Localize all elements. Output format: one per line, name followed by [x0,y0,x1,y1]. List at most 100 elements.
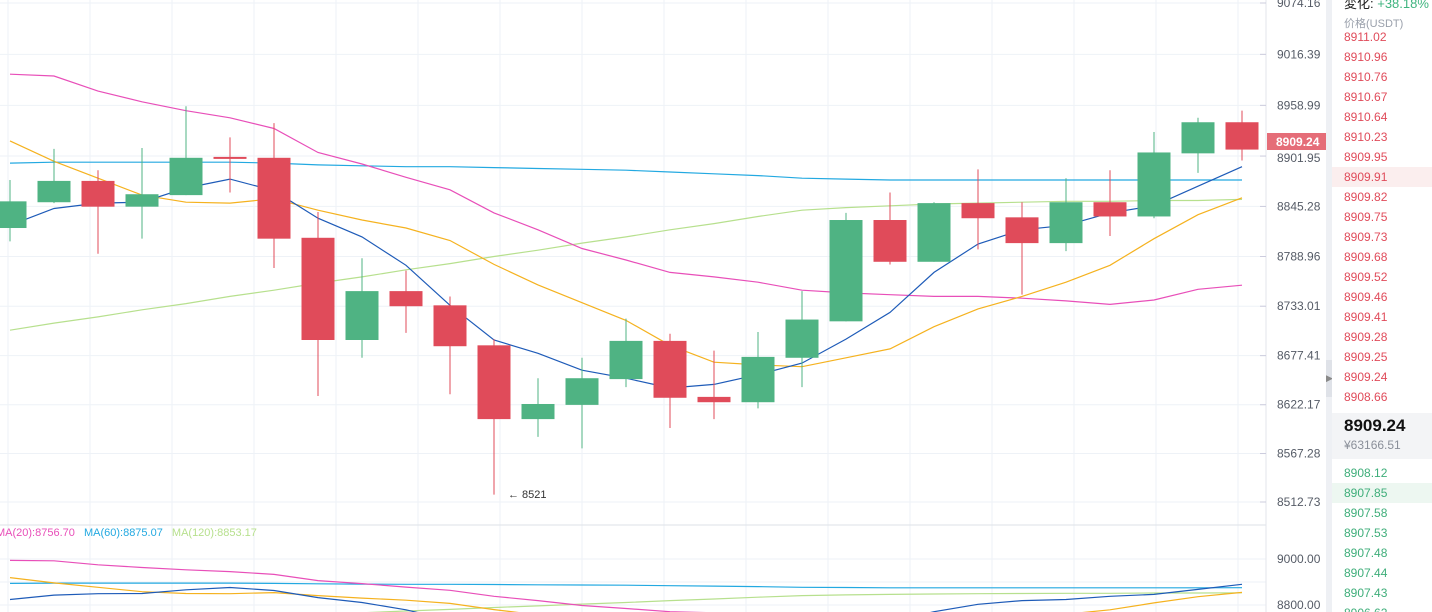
line-ma60 [9,161,1242,181]
candle-body [829,220,863,322]
bid-price-row[interactable]: 8907.53 [1344,526,1388,540]
candle-body [213,156,247,159]
low-marker: ← 8521 [508,489,547,501]
ask-price-row[interactable]: 8908.66 [1344,390,1388,404]
candle-body [301,237,335,340]
ask-price-row[interactable]: 8909.82 [1344,190,1388,204]
ask-price-row[interactable]: 8910.64 [1344,110,1388,124]
axis-tick-label: 8733.01 [1277,299,1321,313]
candle [829,212,863,322]
line-ma120 [9,198,1243,331]
candle-body [653,340,687,398]
ask-price-row[interactable]: 8909.52 [1344,270,1388,284]
candle-body [1049,202,1083,244]
candle [653,333,687,428]
sub-line-ma10 [9,577,1243,612]
candle-body [961,203,995,219]
sub-line-ma5 [9,583,1243,612]
ask-price-row[interactable]: 8910.67 [1344,90,1388,104]
candle-body [609,340,643,380]
candle [301,212,335,396]
candle-body [0,201,27,229]
legend-ma120: MA(120):8853.17 [171,527,257,539]
legend-ma60: MA(60):8875.07 [83,527,163,539]
change-label: 変化: [1344,0,1378,11]
panel-splitter[interactable]: ▶ [1326,0,1333,612]
candle-body [1005,217,1039,244]
ask-price-row[interactable]: 8910.76 [1344,70,1388,84]
ask-price-row[interactable]: 8909.46 [1344,290,1388,304]
legend-ma20: MA(20):8756.70 [0,527,75,539]
ask-price-row[interactable]: 8909.24 [1344,370,1388,384]
sub-line-ma60 [9,582,1243,589]
ma-legend: MA(20):8756.70 MA(60):8875.07 MA(120):88… [0,527,263,539]
candle-body [81,180,115,207]
last-price-cny: ¥63166.51 [1344,438,1401,452]
bid-price-row[interactable]: 8907.43 [1344,586,1388,600]
bid-price-row[interactable]: 8907.48 [1344,546,1388,560]
ask-price-row[interactable]: 8910.23 [1344,130,1388,144]
candle [257,123,291,269]
change-value: +38.18% [1377,0,1429,11]
candle-body [169,157,203,196]
sub-line-ma120 [366,592,1243,612]
candle [37,148,71,204]
ask-price-row[interactable]: 8909.91 [1332,167,1432,187]
axis-tick-label: 8788.96 [1277,249,1321,263]
bid-price-row[interactable]: 8907.58 [1344,506,1388,520]
candle-body [257,157,291,239]
candle [961,169,995,250]
axis-tick-label: 8901.95 [1277,151,1321,165]
current-price-tag: 8909.24 [1267,133,1326,150]
candle-body [389,291,423,307]
candle [345,258,379,358]
ask-price-row[interactable]: 8909.68 [1344,250,1388,264]
bid-price-row[interactable]: 8907.44 [1344,566,1388,580]
axis-tick-label: 9074.16 [1277,0,1321,10]
candle [1005,202,1039,295]
candle-body [37,180,71,203]
candle [609,318,643,388]
order-book: 変化: +38.18% 价格(USDT) 8911.02 8910.96 8910.… [1332,0,1432,612]
candle [389,270,423,333]
ask-price-row[interactable]: 8909.95 [1344,150,1388,164]
ask-price-row[interactable]: 8910.96 [1344,50,1388,64]
candle [169,106,203,196]
candle [785,291,819,388]
axis-tick-label: 8845.28 [1277,199,1321,213]
bid-price-row[interactable]: 8907.85 [1332,483,1432,503]
candle [0,180,27,242]
axis-tick-label: 8567.28 [1277,447,1321,461]
ask-price-row[interactable]: 8909.25 [1344,350,1388,364]
candle-body [873,220,907,262]
ask-price-row[interactable]: 8909.75 [1344,210,1388,224]
ask-price-row[interactable]: 8911.02 [1344,30,1387,44]
candle-body [1225,122,1259,150]
candle [1137,132,1171,219]
current-price-tag-text: 8909.24 [1276,135,1320,149]
price-axis[interactable]: 9074.16 9016.39 8958.99 8901.95 8845.28 8788.… [1260,0,1321,612]
axis-tick-label: 8958.99 [1277,98,1321,112]
price-column-header: 价格(USDT) [1344,18,1404,30]
sub-line-ma20 [9,559,707,612]
bid-price-row[interactable]: 8908.12 [1344,466,1388,480]
candle [1049,178,1083,252]
candles [0,106,1259,495]
ask-price-row[interactable]: 8909.73 [1344,230,1388,244]
candle [477,339,511,495]
candle [697,350,731,420]
last-price-box: 8909.24 ¥63166.51 [1332,413,1432,459]
candle-body [565,378,599,405]
ask-price-row[interactable]: 8909.28 [1344,330,1388,344]
candle [125,148,159,239]
candle [81,170,115,254]
chevron-right-icon[interactable]: ▶ [1326,360,1333,397]
bid-price-row[interactable]: 8906.62 [1332,603,1432,612]
ask-price-row[interactable]: 8909.41 [1344,310,1388,324]
candle-body [125,194,159,207]
candle-body [1137,152,1171,217]
candle-body [917,203,951,262]
candle-body [1093,202,1127,217]
candle [1181,117,1215,173]
candlestick-chart[interactable]: 9074.16 9016.39 8958.99 8901.95 8845.28 8788.… [0,0,1326,612]
